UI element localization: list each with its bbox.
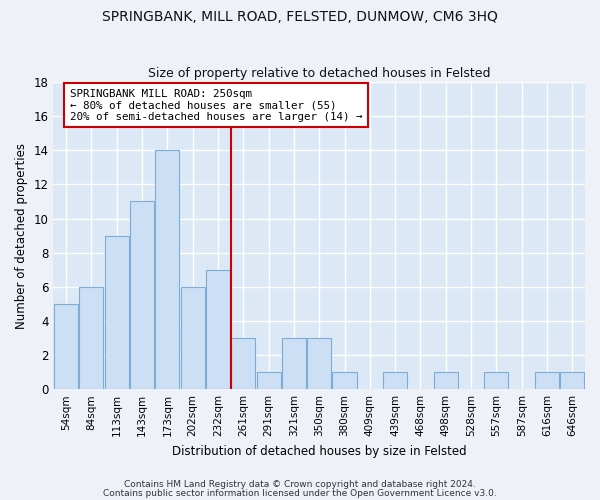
Bar — [434, 372, 458, 389]
Bar — [257, 372, 281, 389]
Y-axis label: Number of detached properties: Number of detached properties — [15, 142, 28, 328]
Bar — [130, 202, 154, 389]
Bar — [54, 304, 78, 389]
Bar — [535, 372, 559, 389]
Text: Contains public sector information licensed under the Open Government Licence v3: Contains public sector information licen… — [103, 489, 497, 498]
X-axis label: Distribution of detached houses by size in Felsted: Distribution of detached houses by size … — [172, 444, 467, 458]
Text: SPRINGBANK, MILL ROAD, FELSTED, DUNMOW, CM6 3HQ: SPRINGBANK, MILL ROAD, FELSTED, DUNMOW, … — [102, 10, 498, 24]
Bar — [231, 338, 255, 389]
Bar — [307, 338, 331, 389]
Bar — [206, 270, 230, 389]
Bar — [79, 287, 103, 389]
Bar — [181, 287, 205, 389]
Bar — [104, 236, 129, 389]
Text: SPRINGBANK MILL ROAD: 250sqm
← 80% of detached houses are smaller (55)
20% of se: SPRINGBANK MILL ROAD: 250sqm ← 80% of de… — [70, 89, 362, 122]
Title: Size of property relative to detached houses in Felsted: Size of property relative to detached ho… — [148, 66, 490, 80]
Bar — [484, 372, 508, 389]
Bar — [282, 338, 306, 389]
Text: Contains HM Land Registry data © Crown copyright and database right 2024.: Contains HM Land Registry data © Crown c… — [124, 480, 476, 489]
Bar — [332, 372, 356, 389]
Bar — [383, 372, 407, 389]
Bar — [155, 150, 179, 389]
Bar — [560, 372, 584, 389]
